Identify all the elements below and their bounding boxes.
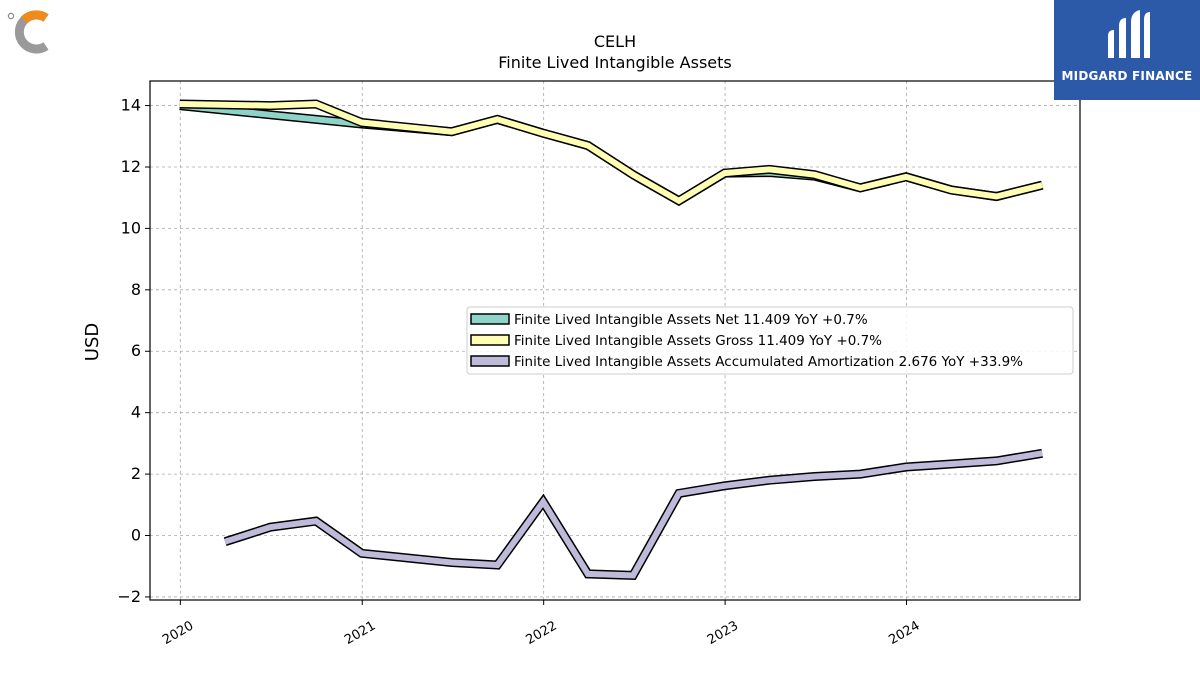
series-line-1 [179, 102, 1043, 205]
midgard-mark-icon [1108, 10, 1150, 58]
legend-swatch [470, 313, 510, 325]
legend-label: Finite Lived Intangible Assets Net 11.40… [514, 312, 868, 328]
legend-swatch [470, 334, 510, 346]
x-tick-label: 2020 [160, 618, 196, 648]
y-tick-label: 6 [131, 341, 141, 360]
x-tick-label: 2023 [705, 618, 741, 648]
plot-frame [149, 80, 1081, 601]
y-tick-label: 0 [131, 526, 141, 545]
y-tick-label: −2 [117, 587, 141, 606]
y-tick-label: 12 [121, 157, 141, 176]
legend: Finite Lived Intangible Assets Net 11.40… [466, 306, 1074, 375]
brand-name: MIDGARD FINANCE [1061, 69, 1193, 83]
y-tick-label: 8 [131, 280, 141, 299]
legend-swatch [470, 355, 510, 367]
series-line-outline-3 [223, 448, 1043, 580]
y-axis-label: USD [82, 323, 103, 361]
midgard-finance-logo: MIDGARD FINANCE [1054, 0, 1200, 100]
y-tick-label: 2 [131, 464, 141, 483]
series-layer [179, 99, 1044, 580]
y-tick-label: 10 [121, 218, 141, 237]
legend-label: Finite Lived Intangible Assets Gross 11.… [514, 333, 882, 349]
y-tick-label: 14 [121, 96, 141, 115]
x-tick-label: 2024 [886, 618, 922, 648]
series-line-2 [179, 100, 1043, 205]
legend-box [466, 306, 1074, 375]
x-tick-label: 2021 [342, 618, 378, 648]
chart-title: CELH [594, 32, 636, 51]
x-tick-label: 2022 [524, 618, 560, 648]
legend-label: Finite Lived Intangible Assets Accumulat… [514, 354, 1023, 370]
corner-logo [6, 10, 54, 56]
series-line-3 [224, 450, 1043, 579]
chart-subtitle: Finite Lived Intangible Assets [498, 53, 731, 72]
y-tick-label: 4 [131, 403, 141, 422]
